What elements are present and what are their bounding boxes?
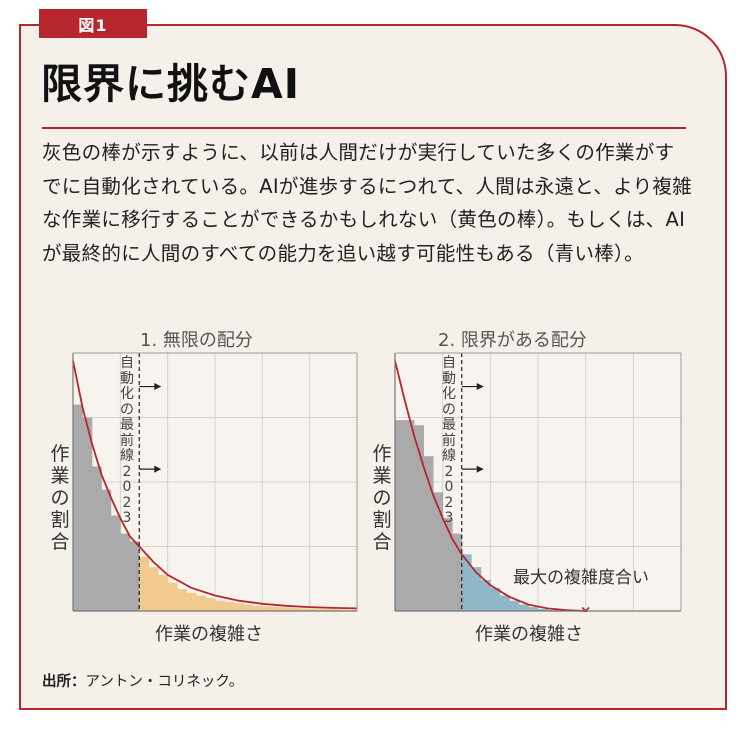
title-divider bbox=[42, 127, 686, 129]
frontier-arrowhead-0 bbox=[154, 383, 162, 391]
future-bar-14 bbox=[528, 607, 539, 611]
figure-description: 灰色の棒が示すように、以前は人間だけが実行していた多くの作業がすでに自動化されて… bbox=[42, 141, 692, 265]
automated-bar-0 bbox=[73, 404, 83, 611]
frontier-arrowhead-1 bbox=[154, 465, 162, 473]
automated-bar-0 bbox=[395, 420, 405, 611]
automated-bar-1 bbox=[404, 420, 415, 611]
future-bar-7 bbox=[139, 556, 150, 611]
future-bar-12 bbox=[186, 592, 197, 611]
frontier-arrowhead-0 bbox=[476, 383, 484, 391]
future-bar-28 bbox=[338, 609, 348, 611]
future-bar-10 bbox=[167, 582, 178, 611]
future-bar-29 bbox=[347, 609, 358, 611]
chart-1-y-axis-label: 作業の割合 bbox=[50, 443, 70, 553]
future-bar-22 bbox=[281, 607, 292, 611]
future-bar-23 bbox=[290, 607, 301, 611]
future-bar-19 bbox=[252, 605, 263, 611]
source-label: 出所： bbox=[42, 674, 86, 690]
automated-bar-3 bbox=[101, 489, 112, 611]
future-bar-18 bbox=[243, 604, 254, 611]
future-bar-27 bbox=[328, 609, 339, 611]
automated-bar-4 bbox=[433, 492, 444, 611]
future-bar-13 bbox=[518, 604, 529, 611]
future-bar-17 bbox=[233, 603, 244, 611]
automated-bar-4 bbox=[110, 515, 121, 611]
future-bar-14 bbox=[205, 598, 216, 611]
frontier-arrowhead-1 bbox=[476, 465, 484, 473]
chart-1-x-axis-label: 作業の複雑さ bbox=[155, 624, 263, 645]
future-bar-9 bbox=[158, 574, 169, 611]
figure-title: 限界に挑むAI bbox=[41, 60, 300, 108]
distribution-curve bbox=[394, 360, 586, 612]
figure-tag: 図1 bbox=[39, 9, 147, 38]
automated-bar-5 bbox=[442, 518, 453, 611]
chart-unbounded bbox=[72, 352, 358, 612]
panel-2-title: 2. 限界がある配分 bbox=[438, 330, 587, 351]
chart-1-frontier-label: 自動化の最前線2023 bbox=[120, 355, 134, 526]
source-note: 出所：アントン・コリネック。 bbox=[42, 670, 243, 691]
chart-2-frontier-label: 自動化の最前線2023 bbox=[442, 355, 456, 526]
automated-bar-6 bbox=[452, 533, 463, 611]
automated-bar-2 bbox=[91, 466, 102, 611]
future-bar-9 bbox=[480, 580, 491, 611]
source-text: アントン・コリネック。 bbox=[85, 674, 244, 690]
future-bar-24 bbox=[300, 608, 311, 611]
future-bar-13 bbox=[196, 595, 206, 611]
future-bar-26 bbox=[319, 608, 329, 611]
future-bar-25 bbox=[309, 608, 320, 611]
distribution-curve bbox=[72, 360, 358, 610]
future-bar-15 bbox=[538, 608, 548, 611]
automated-bar-1 bbox=[82, 417, 93, 611]
future-bar-8 bbox=[148, 567, 159, 611]
automated-bar-5 bbox=[120, 533, 131, 611]
automated-bar-3 bbox=[423, 456, 434, 611]
automated-bar-2 bbox=[414, 425, 424, 611]
future-bar-21 bbox=[271, 606, 282, 611]
chart-2-y-axis-label: 作業の割合 bbox=[372, 443, 392, 553]
chart-bounded bbox=[394, 352, 682, 612]
future-bar-11 bbox=[177, 589, 187, 611]
chart-2-max-complexity-label: 最大の複雑度合い bbox=[513, 568, 649, 588]
future-bar-10 bbox=[490, 587, 501, 611]
future-bar-11 bbox=[499, 595, 510, 611]
future-bar-7 bbox=[461, 554, 472, 611]
future-bar-20 bbox=[262, 606, 273, 611]
panel-1-title: 1. 無限の配分 bbox=[140, 330, 253, 351]
future-bar-8 bbox=[471, 567, 482, 611]
automated-bar-6 bbox=[129, 541, 140, 611]
chart-2-x-axis-label: 作業の複雑さ bbox=[475, 624, 583, 645]
future-bar-15 bbox=[215, 600, 225, 611]
future-bar-16 bbox=[224, 601, 235, 611]
future-bar-12 bbox=[509, 600, 520, 611]
